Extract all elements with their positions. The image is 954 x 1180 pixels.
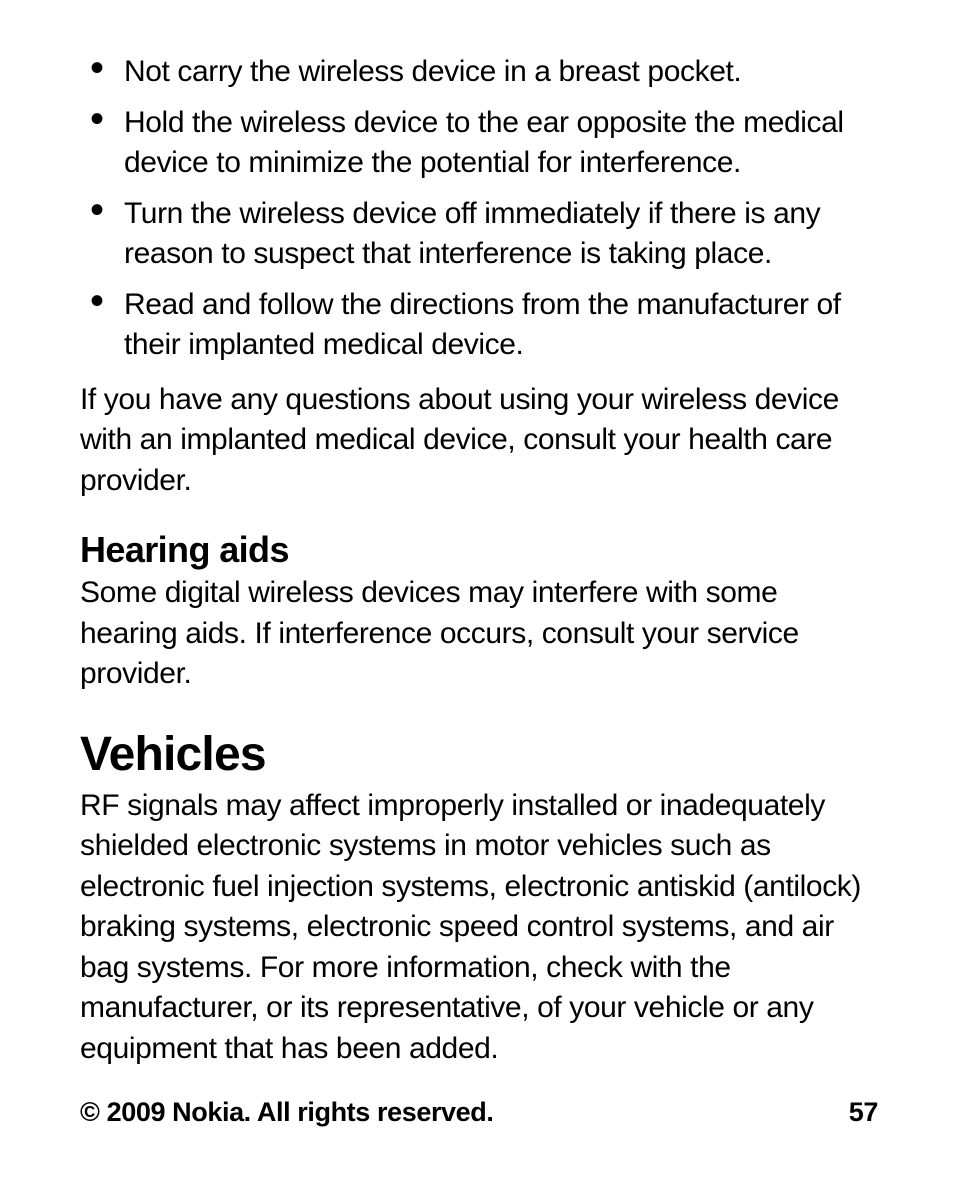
paragraph: Some digital wireless devices may interf… bbox=[80, 573, 878, 695]
copyright-text: © 2009 Nokia. All rights reserved. bbox=[80, 1097, 493, 1128]
paragraph: RF signals may affect improperly install… bbox=[80, 786, 878, 1070]
page-footer: © 2009 Nokia. All rights reserved. 57 bbox=[80, 1097, 878, 1128]
list-item: Not carry the wireless device in a breas… bbox=[80, 52, 878, 93]
list-item: Hold the wireless device to the ear oppo… bbox=[80, 103, 878, 184]
heading-vehicles: Vehicles bbox=[80, 727, 878, 782]
document-page: Not carry the wireless device in a breas… bbox=[0, 0, 954, 1180]
page-number: 57 bbox=[849, 1097, 878, 1128]
list-item: Read and follow the directions from the … bbox=[80, 285, 878, 366]
list-item: Turn the wireless device off immediately… bbox=[80, 194, 878, 275]
subheading-hearing-aids: Hearing aids bbox=[80, 529, 878, 571]
bullet-list: Not carry the wireless device in a breas… bbox=[80, 52, 878, 366]
paragraph: If you have any questions about using yo… bbox=[80, 380, 878, 502]
